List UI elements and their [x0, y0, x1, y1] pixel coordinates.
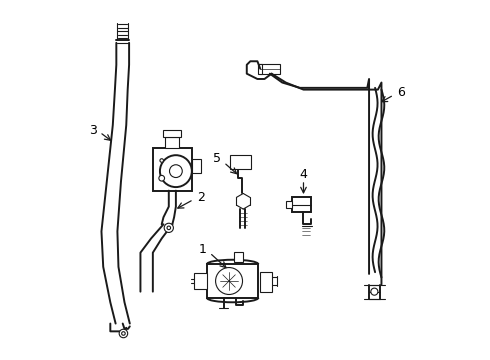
Text: 6: 6: [397, 86, 405, 99]
Bar: [153, 148, 192, 191]
Bar: [164, 130, 181, 138]
Circle shape: [216, 267, 243, 294]
Bar: [260, 64, 280, 74]
Text: 2: 2: [197, 191, 205, 204]
Circle shape: [160, 159, 164, 162]
Text: 4: 4: [299, 168, 307, 181]
Bar: [292, 197, 311, 212]
Circle shape: [159, 175, 165, 181]
Bar: [258, 64, 262, 74]
Bar: [192, 159, 201, 173]
Circle shape: [119, 329, 128, 338]
Bar: [234, 252, 243, 262]
Circle shape: [371, 288, 378, 295]
Circle shape: [170, 165, 182, 177]
Circle shape: [164, 223, 173, 233]
Text: 3: 3: [89, 124, 97, 137]
Text: 1: 1: [198, 243, 206, 256]
Bar: [207, 264, 258, 298]
Bar: [260, 272, 272, 292]
Circle shape: [122, 332, 125, 335]
Bar: [195, 273, 207, 289]
Circle shape: [160, 155, 192, 187]
Text: 5: 5: [213, 152, 220, 165]
Bar: [165, 138, 179, 148]
Bar: [230, 155, 251, 169]
Circle shape: [167, 226, 171, 230]
Bar: [286, 201, 292, 208]
